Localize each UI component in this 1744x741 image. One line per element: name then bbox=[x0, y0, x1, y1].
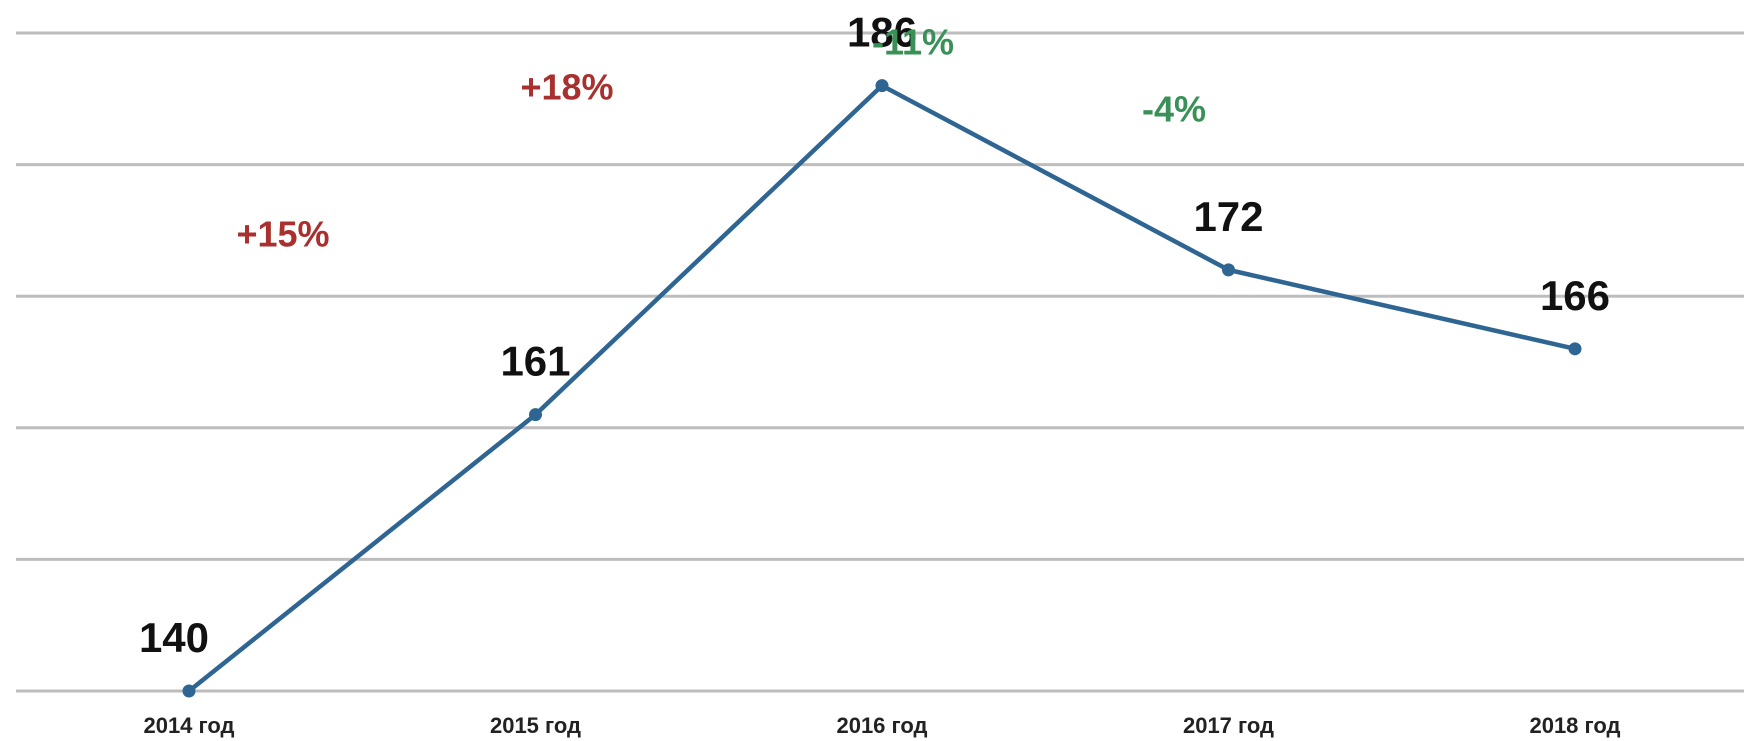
point bbox=[529, 408, 542, 422]
x-tick-label: 2017 год bbox=[1183, 713, 1274, 738]
x-tick-label: 2015 год bbox=[490, 713, 581, 738]
annotation: +15% bbox=[236, 214, 329, 255]
point bbox=[1222, 263, 1235, 277]
x-tick-label: 2014 год bbox=[143, 713, 234, 738]
point bbox=[875, 79, 889, 93]
annotation: +18% bbox=[520, 67, 613, 108]
value-label: 161 bbox=[500, 338, 570, 385]
point bbox=[1568, 342, 1582, 356]
x-tick-label: 2018 год bbox=[1529, 713, 1620, 738]
point bbox=[182, 684, 196, 698]
line bbox=[187, 83, 1576, 693]
x-tick-label: 2016 год bbox=[836, 713, 927, 738]
value-label: 140 bbox=[139, 614, 209, 661]
annotation: -11% bbox=[872, 22, 954, 63]
value-label: 186 bbox=[847, 9, 917, 56]
value-label: 166 bbox=[1540, 272, 1610, 319]
value-label: 172 bbox=[1193, 193, 1263, 240]
annotation: -4% bbox=[1142, 89, 1206, 130]
